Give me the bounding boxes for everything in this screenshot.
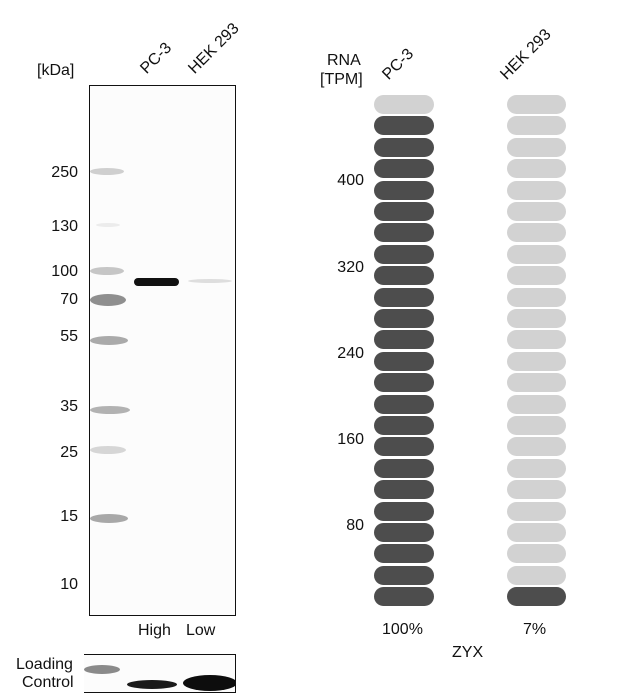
loading-band-hek293 (183, 675, 235, 691)
level-high: High (138, 622, 171, 639)
rna-pill (374, 202, 434, 221)
rna-pill (507, 351, 566, 371)
marker-70: 70 (60, 291, 78, 308)
rna-pill (374, 565, 434, 585)
rna-pill (374, 159, 434, 179)
rna-pill (507, 394, 566, 414)
rna-pill (507, 309, 566, 328)
rna-pill (507, 159, 566, 179)
rna-tick-80: 80 (346, 517, 364, 534)
level-low: Low (186, 622, 216, 639)
rna-pill (374, 501, 434, 521)
kda-unit-label: [kDa] (37, 62, 75, 79)
rna-pill (374, 266, 434, 286)
marker-15: 15 (60, 508, 78, 525)
ladder-band-55 (90, 336, 128, 345)
loading-ladder-band (84, 665, 120, 674)
rna-pill (507, 544, 566, 564)
marker-35: 35 (60, 398, 78, 415)
rna-pill (374, 544, 434, 564)
rna-pill (507, 587, 566, 607)
rna-pill (374, 223, 434, 243)
rna-pill (374, 373, 434, 393)
rna-axis-label-2: [TPM] (320, 71, 363, 88)
rna-pill (507, 373, 566, 393)
lane-label-hek293: HEK 293 (185, 19, 243, 78)
rna-tick-400: 400 (337, 172, 364, 189)
loading-control-label-1: Loading (16, 656, 73, 673)
ladder-band-100 (90, 267, 124, 275)
ladder-band-25 (90, 446, 126, 454)
loading-control-blot (84, 654, 236, 693)
band-hek293 (188, 279, 232, 283)
rna-percent-hek293: 7% (523, 621, 547, 638)
rna-pill (507, 116, 566, 136)
rna-pill (374, 287, 434, 307)
loading-band-pc3 (127, 680, 177, 689)
rna-sample-label-pc3: PC-3 (379, 45, 418, 84)
rna-pill (507, 501, 566, 521)
rna-pill (374, 480, 434, 500)
band-pc3 (134, 278, 179, 286)
rna-pill (374, 394, 434, 414)
ladder-band-250 (90, 168, 124, 175)
marker-25: 25 (60, 444, 78, 461)
rna-axis-label-1: RNA (327, 52, 361, 69)
ladder-band-15 (90, 514, 128, 523)
rna-pill (507, 480, 566, 500)
marker-55: 55 (60, 328, 78, 345)
rna-pill (374, 330, 434, 350)
loading-control-label-2: Control (22, 674, 74, 691)
rna-percent-pc3: 100% (382, 621, 423, 638)
rna-pill (507, 523, 566, 542)
rna-pill (507, 416, 566, 435)
rna-pill (374, 137, 434, 157)
marker-10: 10 (60, 576, 78, 593)
rna-pill (374, 587, 434, 607)
rna-pill (374, 244, 434, 264)
rna-tick-240: 240 (337, 345, 364, 362)
marker-130: 130 (51, 218, 78, 235)
rna-pill (374, 180, 434, 200)
rna-pill (507, 565, 566, 585)
rna-pill (374, 416, 434, 435)
rna-pill (507, 458, 566, 478)
rna-pill (374, 309, 434, 328)
rna-sample-label-hek293: HEK 293 (497, 25, 555, 84)
marker-250: 250 (51, 164, 78, 181)
rna-pill (507, 202, 566, 221)
rna-pill (507, 437, 566, 457)
ladder-band-130 (96, 223, 120, 227)
marker-100: 100 (51, 263, 78, 280)
gene-name: ZYX (452, 644, 484, 661)
rna-pill (374, 458, 434, 478)
rna-pill (507, 137, 566, 157)
rna-pill (507, 223, 566, 243)
rna-pill (507, 95, 566, 114)
rna-pill (374, 116, 434, 136)
rna-pill (374, 95, 434, 114)
rna-pill (374, 523, 434, 542)
rna-tick-160: 160 (337, 431, 364, 448)
rna-pill (374, 351, 434, 371)
ladder-band-70 (90, 294, 126, 306)
rna-pill (507, 244, 566, 264)
rna-tick-320: 320 (337, 259, 364, 276)
rna-pill (507, 330, 566, 350)
western-blot-image (89, 85, 236, 616)
rna-pill (507, 287, 566, 307)
rna-pill (507, 180, 566, 200)
ladder-band-35 (90, 406, 130, 414)
rna-pill (507, 266, 566, 286)
lane-label-pc3: PC-3 (137, 39, 176, 78)
rna-pill (374, 437, 434, 457)
